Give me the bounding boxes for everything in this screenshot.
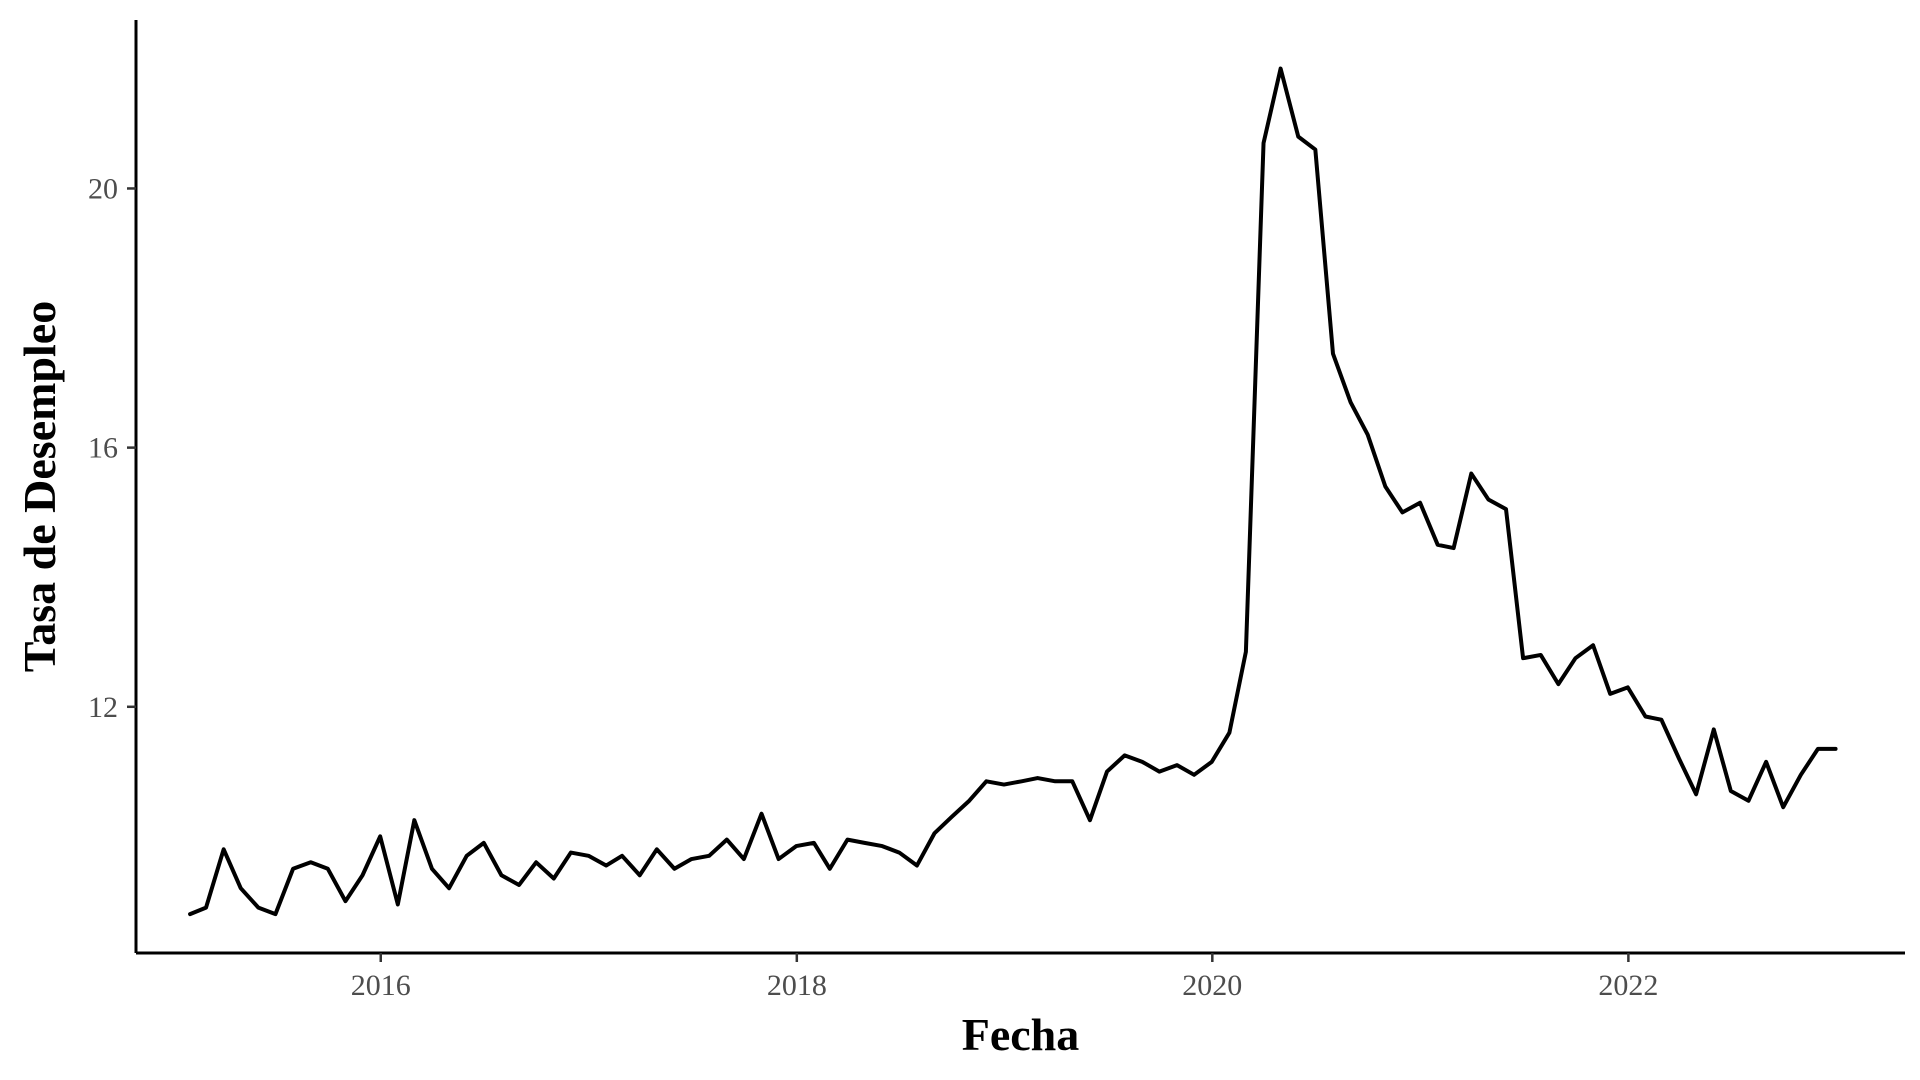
x-axis-title: Fecha: [962, 1009, 1080, 1060]
y-tick-label: 16: [88, 432, 118, 465]
y-tick-label: 12: [88, 691, 118, 724]
x-tick-label: 2020: [1182, 969, 1242, 1002]
x-tick-label: 2016: [351, 969, 411, 1002]
ticks-group: 12 16 20 2016 2018 2020 2022: [88, 172, 1658, 1002]
x-tick-label: 2022: [1598, 969, 1658, 1002]
series-line-0: [188, 66, 1838, 917]
x-tick-label: 2018: [767, 969, 827, 1002]
axes-group: [134, 20, 1905, 955]
y-axis-title: Tasa de Desempleo: [14, 301, 65, 672]
y-tick-label: 20: [88, 172, 118, 205]
series-group: [188, 66, 1838, 917]
